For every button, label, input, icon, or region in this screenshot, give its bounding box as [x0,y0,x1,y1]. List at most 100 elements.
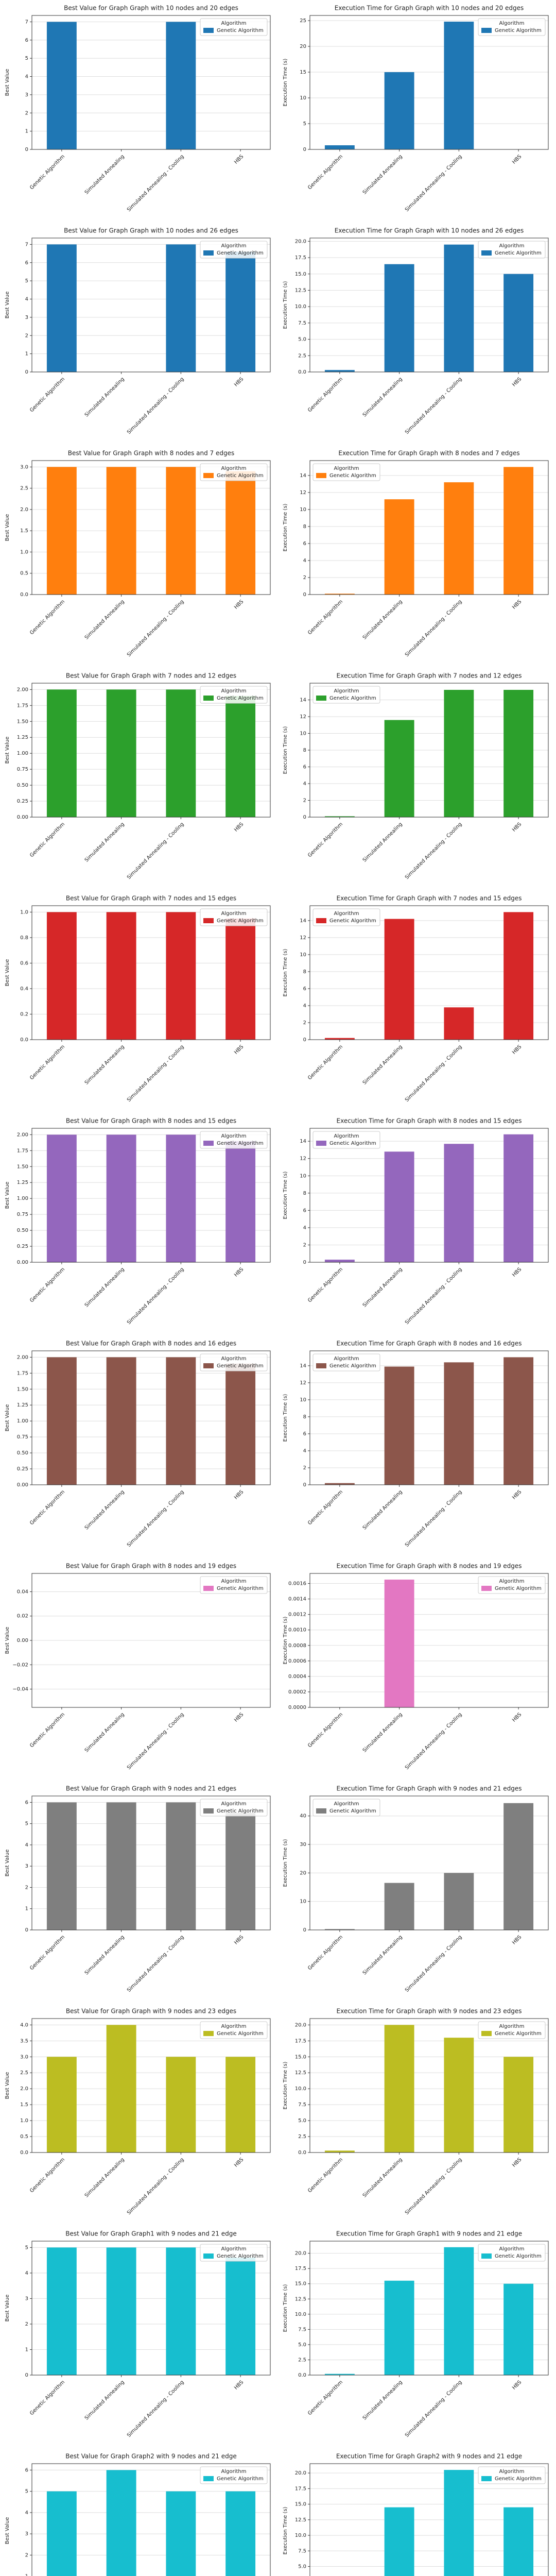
legend-box [200,1131,268,1149]
y-tick-label: 4 [303,1225,306,1231]
y-tick-label: 10.0 [295,304,306,310]
x-tick-label: HBS [511,599,523,610]
y-tick-label: 15.0 [295,2054,306,2060]
legend-title: Algorithm [334,1801,359,1807]
x-tick-label: Genetic Algorithm [29,1711,66,1749]
y-tick-label: 1 [25,2574,28,2576]
y-axis-label: Best Value [5,2072,10,2099]
legend-swatch [203,2253,214,2259]
bar [166,1802,196,1930]
y-tick-label: 0.0 [298,2372,306,2378]
y-tick-label: 1.0 [20,549,28,555]
bar [324,2150,355,2153]
y-tick-label: 10 [300,1397,306,1403]
bar [384,2507,414,2576]
y-tick-label: 0.0008 [288,1643,306,1649]
legend-label: Genetic Algorithm [495,250,542,256]
x-tick-label: Genetic Algorithm [307,1266,344,1303]
legend-title: Algorithm [221,2024,247,2029]
x-tick-label: Simulated Annealing - Cooling [404,376,463,435]
y-tick-label: 2.00 [17,1354,28,1360]
y-tick-label: 10.0 [295,2533,306,2538]
x-tick-label: Genetic Algorithm [29,1489,66,1526]
y-tick-label: 0.0002 [288,1689,306,1695]
bar [166,912,196,1040]
y-tick-label: 0.75 [17,767,28,772]
legend-title: Algorithm [334,466,359,471]
legend-box [312,1131,380,1149]
y-tick-label: 2 [25,333,28,338]
legend-swatch [316,1363,326,1368]
bar [444,2470,474,2576]
y-tick-label: 10 [300,1173,306,1179]
y-axis-label: Execution Time (s) [283,726,288,774]
legend-swatch [481,1586,492,1591]
plot-frame [309,1573,549,1708]
y-tick-label: 0 [25,369,28,375]
x-tick-label: Simulated Annealing [84,1711,126,1753]
bar [106,467,136,595]
chart-title: Execution Time for Graph Graph with 8 no… [337,1563,522,1570]
bar [166,1357,196,1485]
x-tick-label: Genetic Algorithm [29,154,66,191]
y-tick-label: 5.0 [298,2118,306,2124]
y-tick-label: 20.0 [295,2022,306,2028]
y-tick-label: 10 [300,952,306,958]
y-tick-label: 1.75 [17,703,28,708]
legend-box [478,241,546,259]
legend-title: Algorithm [221,1801,247,1807]
legend-swatch [316,473,326,478]
legend-swatch [481,2476,492,2481]
bar [444,1007,474,1040]
y-tick-label: 1.00 [17,751,28,756]
y-tick-label: 12.5 [295,2070,306,2076]
bar [384,919,414,1040]
bar [324,1259,355,1262]
y-tick-label: 7.5 [298,2102,306,2108]
y-tick-label: 2 [25,1885,28,1890]
y-tick-label: 15.0 [295,272,306,277]
bar [324,1483,355,1485]
y-tick-label: 0.0016 [288,1581,306,1587]
legend-label: Genetic Algorithm [217,1363,264,1369]
legend-label: Genetic Algorithm [495,28,542,33]
y-tick-label: 0.25 [17,799,28,804]
x-tick-label: Simulated Annealing [84,2157,126,2198]
y-tick-label: 14 [300,1363,306,1369]
legend-label: Genetic Algorithm [495,2476,542,2482]
y-tick-label: 0.8 [20,935,28,941]
plot-frame [309,2018,549,2153]
legend-swatch [203,1363,214,1368]
legend-title: Algorithm [221,21,247,26]
x-tick-label: HBS [233,1711,245,1723]
plot-frame [31,1795,271,1930]
y-tick-label: 12 [300,490,306,496]
x-tick-label: HBS [511,1266,523,1278]
bar [106,912,136,1040]
legend-label: Genetic Algorithm [329,918,376,924]
legend-label: Genetic Algorithm [329,1808,376,1814]
bar [503,467,534,595]
legend-box [312,1799,380,1817]
legend-label: Genetic Algorithm [495,2253,542,2259]
y-tick-label: 0.0010 [288,1628,306,1633]
bar [324,145,355,149]
y-tick-label: 6 [25,2467,28,2473]
y-tick-label: 2.5 [20,2070,28,2076]
y-axis-label: Best Value [5,292,10,319]
bar [384,264,414,372]
bar [225,696,256,817]
legend-swatch [203,918,214,923]
bar [106,2470,136,2576]
legend-title: Algorithm [221,243,247,249]
y-tick-label: 0.00 [17,815,28,820]
y-tick-label: 8 [303,1191,306,1196]
bar [503,1803,534,1930]
bar [444,244,474,372]
y-tick-label: 8 [303,1414,306,1420]
plot-frame [309,2241,549,2376]
y-tick-label: 10 [300,507,306,513]
x-tick-label: Genetic Algorithm [29,376,66,413]
bar [166,2491,196,2576]
y-tick-label: 2.5 [298,2357,306,2363]
